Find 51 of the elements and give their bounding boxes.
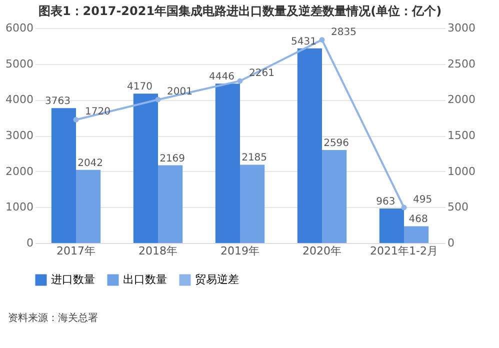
point bbox=[73, 117, 79, 122]
x-tick-label: 2020年 bbox=[302, 244, 342, 258]
bar bbox=[404, 226, 429, 243]
x-tick-label: 2017年 bbox=[56, 244, 96, 258]
legend-label: 出口数量 bbox=[123, 273, 167, 286]
data-label: 4446 bbox=[208, 72, 234, 83]
y2-tick-label: 0 bbox=[448, 236, 454, 250]
data-label: 5431 bbox=[290, 36, 316, 48]
y-tick-label: 2000 bbox=[6, 164, 34, 178]
y-tick-label: 4000 bbox=[6, 93, 34, 106]
point bbox=[155, 96, 161, 102]
bar bbox=[297, 48, 322, 243]
y-tick-label: 3000 bbox=[6, 129, 34, 142]
bar bbox=[322, 150, 347, 243]
y-tick-label: 5000 bbox=[6, 57, 34, 70]
bar bbox=[215, 84, 240, 243]
y2-tick-label: 3000 bbox=[448, 22, 476, 34]
bar bbox=[51, 108, 76, 243]
data-label: 468 bbox=[408, 214, 428, 226]
data-label: 2042 bbox=[78, 158, 104, 169]
data-label: 2596 bbox=[324, 138, 350, 149]
point bbox=[401, 204, 407, 210]
legend-label: 进口数量 bbox=[51, 273, 95, 286]
y2-tick-label: 2000 bbox=[448, 93, 476, 106]
data-label: 495 bbox=[413, 194, 432, 206]
x-tick-label: 2018年 bbox=[138, 244, 178, 258]
y-tick-label: 0 bbox=[26, 236, 34, 250]
bar bbox=[76, 170, 101, 243]
y-tick-label: 1000 bbox=[6, 200, 34, 214]
bar bbox=[379, 208, 404, 243]
data-label: 2185 bbox=[242, 152, 268, 164]
chart-title: 图表1：2017-2021年国集成电路进出口数量及逆差数量情况(单位：亿个) bbox=[38, 4, 442, 18]
data-label: 2835 bbox=[331, 26, 356, 38]
data-label: 2169 bbox=[160, 153, 186, 164]
data-label: 4170 bbox=[126, 82, 152, 93]
legend-label: 贸易逆差 bbox=[195, 273, 239, 286]
x-tick-label: 2019年 bbox=[220, 244, 260, 258]
bar bbox=[133, 94, 158, 243]
y2-tick-label: 1500 bbox=[448, 129, 476, 142]
y-tick-label: 6000 bbox=[6, 22, 34, 34]
y2-tick-label: 1000 bbox=[448, 164, 476, 178]
point bbox=[237, 78, 243, 84]
y2-tick-label: 500 bbox=[448, 200, 468, 214]
y2-tick-label: 2500 bbox=[448, 57, 476, 70]
data-label: 3763 bbox=[44, 96, 70, 108]
point bbox=[319, 37, 325, 43]
bar bbox=[158, 165, 183, 243]
data-label: 963 bbox=[376, 196, 396, 208]
text: 资料来源：海关总署 bbox=[8, 312, 99, 325]
bar bbox=[240, 164, 265, 243]
x-tick-label: 2021年1-2月 bbox=[370, 244, 438, 258]
